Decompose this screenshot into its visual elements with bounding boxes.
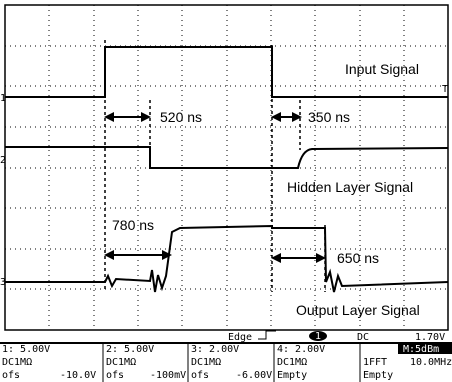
ch-input: DC1MΩ	[106, 357, 136, 368]
ch-input: DC1MΩ	[277, 357, 307, 368]
annotation: 650 ns	[337, 250, 379, 266]
ch-offset-label: Empty	[277, 370, 307, 381]
annotation: 520 ns	[160, 109, 202, 125]
annotation: 350 ns	[308, 109, 350, 125]
annotation: Hidden Layer Signal	[287, 179, 413, 195]
math-mode: 1FFT	[363, 357, 387, 368]
ch-offset-label: ofs	[106, 370, 124, 381]
channel-marker: 1	[0, 93, 6, 104]
ch-scale: 4: 2.00V	[277, 344, 325, 355]
annotation: Input Signal	[345, 61, 419, 77]
math-freq: 10.0MHz	[410, 357, 452, 368]
channel-marker: 2	[0, 155, 6, 166]
ch-scale: 3: 2.00V	[191, 344, 239, 355]
ch-scale: 1: 5.00V	[2, 344, 50, 355]
edge-icon	[258, 331, 276, 339]
ch-offset: -6.00V	[236, 370, 272, 381]
trigger-level: 1.70V	[415, 332, 445, 343]
ch-input: DC1MΩ	[2, 357, 32, 368]
annotation: Output Layer Signal	[296, 302, 420, 318]
math-scale: M:5dBm	[403, 344, 439, 355]
ch-input: DC1MΩ	[191, 357, 221, 368]
ch-offset-label: ofs	[2, 370, 20, 381]
trigger-source: 1	[315, 331, 321, 342]
annotation: 780 ns	[112, 217, 154, 233]
coupling: DC	[357, 332, 369, 343]
trigger-marker: T	[442, 84, 448, 95]
scope-screen: Input Signal 520 ns 350 ns Hidden Layer …	[0, 0, 452, 382]
channel-marker: 3	[0, 277, 6, 288]
status-bar: Edge 1 DC 1.70V 1: 5.00V 2: 5.00V 3: 2.0…	[0, 331, 452, 382]
ch-offset: -10.0V	[60, 370, 96, 381]
ch-offset-label: ofs	[191, 370, 209, 381]
trigger-type: Edge	[228, 332, 252, 343]
math-state: Empty	[363, 370, 393, 381]
ch-scale: 2: 5.00V	[106, 344, 154, 355]
ch-offset: -100mV	[150, 370, 186, 381]
